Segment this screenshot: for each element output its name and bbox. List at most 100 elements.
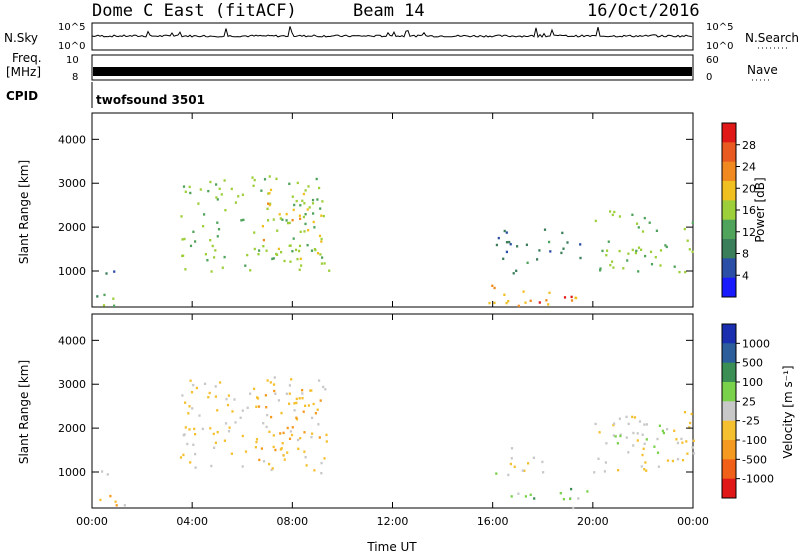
- data-cell: [304, 189, 307, 192]
- data-cell: [282, 454, 285, 457]
- data-cell: [320, 214, 323, 217]
- data-cell: [288, 182, 291, 185]
- data-cell: [285, 392, 288, 395]
- velocity-panel: 00:00 04:00 08:00 12:00 16:00 20:00 00:00 1000 2…: [17, 313, 795, 528]
- power-colorbar: 4 8 12 16 20 24 28: [721, 122, 756, 298]
- data-cell: [258, 249, 261, 252]
- data-cell: [215, 183, 218, 186]
- data-cell: [265, 425, 268, 429]
- data-cell: [656, 437, 659, 441]
- nsky-panel: N.Sky 10^5 10^0 10^5 10^0 N.Search: [4, 22, 799, 52]
- data-cell: [115, 504, 118, 507]
- data-cell: [289, 430, 292, 433]
- data-cell: [310, 249, 314, 252]
- data-cell: [566, 241, 569, 244]
- data-cell: [560, 251, 563, 255]
- data-cell: [505, 231, 508, 234]
- data-cell: [211, 244, 214, 248]
- freq-tick-top: 10: [66, 55, 79, 66]
- data-cell: [488, 301, 491, 305]
- colorbar-segment: [722, 258, 736, 279]
- data-cell: [525, 243, 528, 246]
- data-cell: [301, 389, 304, 392]
- data-cell: [192, 443, 195, 446]
- data-cell: [637, 226, 640, 229]
- data-cell: [599, 267, 602, 270]
- data-cell: [690, 412, 693, 416]
- data-cell: [106, 473, 109, 476]
- data-cell: [299, 257, 302, 260]
- data-cell: [285, 212, 288, 216]
- data-cell: [320, 237, 323, 241]
- data-cell: [607, 240, 610, 243]
- data-cell: [666, 428, 669, 431]
- data-cell: [291, 426, 294, 429]
- data-cell: [182, 185, 186, 188]
- data-cell: [221, 266, 224, 269]
- data-cell: [240, 219, 243, 222]
- data-cell: [187, 412, 190, 415]
- velocity-axes: 00:00 04:00 08:00 12:00 16:00 20:00 00:00 1000 2…: [58, 314, 709, 528]
- data-cell: [297, 447, 300, 450]
- data-cell: [270, 415, 273, 419]
- data-cell: [605, 442, 608, 445]
- data-cell: [612, 266, 615, 269]
- velocity-frame: [91, 313, 694, 509]
- data-cell: [241, 434, 244, 438]
- data-cell: [99, 498, 102, 502]
- data-cell: [277, 399, 280, 402]
- data-cell: [493, 301, 496, 305]
- colorbar-tick-label: -1000: [742, 473, 774, 486]
- data-cell: [318, 379, 321, 382]
- y-tick-label: 4000: [58, 334, 86, 347]
- data-cell: [686, 239, 689, 242]
- data-cell: [113, 304, 116, 307]
- data-cell: [123, 504, 126, 507]
- data-cell: [281, 442, 284, 445]
- x-tick-label: 00:00: [677, 515, 709, 528]
- data-cell: [213, 256, 216, 259]
- power-ylabel: Slant Range [km]: [17, 160, 31, 264]
- colorbar-segment: [722, 362, 736, 383]
- data-cell: [658, 424, 661, 427]
- data-cell: [282, 431, 285, 435]
- data-cell: [325, 440, 328, 443]
- data-cell: [227, 394, 230, 397]
- data-cell: [269, 202, 272, 205]
- data-cell: [271, 467, 274, 470]
- data-cell: [319, 207, 322, 210]
- data-cell: [266, 207, 269, 210]
- data-cell: [689, 421, 692, 425]
- data-cell: [315, 177, 318, 181]
- data-cell: [244, 450, 248, 453]
- data-cell: [517, 304, 520, 308]
- nave-tick-bottom: 0: [706, 72, 712, 83]
- data-cell: [319, 399, 322, 402]
- data-cell: [312, 220, 315, 224]
- colorbar-segment: [722, 324, 736, 344]
- data-cell: [231, 410, 234, 413]
- data-cell: [256, 397, 260, 400]
- data-cell: [676, 458, 680, 461]
- data-cell: [280, 411, 283, 415]
- data-cell: [317, 423, 320, 426]
- data-cell: [290, 378, 293, 381]
- data-cell: [644, 254, 647, 258]
- data-cell: [561, 231, 564, 235]
- data-cell: [305, 464, 308, 467]
- data-cell: [681, 459, 685, 462]
- data-cell: [542, 471, 545, 474]
- data-cell: [181, 238, 184, 241]
- data-cell: [194, 452, 197, 456]
- colorbar-tick-label: 24: [742, 161, 756, 174]
- y-tick-label: 2000: [58, 221, 86, 234]
- data-cell: [253, 387, 256, 390]
- data-cell: [570, 487, 573, 491]
- data-cell: [268, 203, 271, 207]
- data-cell: [665, 245, 668, 249]
- data-cell: [184, 426, 187, 429]
- data-cell: [304, 222, 307, 226]
- data-cell: [309, 389, 312, 392]
- data-cell: [224, 209, 227, 212]
- data-cell: [636, 432, 639, 435]
